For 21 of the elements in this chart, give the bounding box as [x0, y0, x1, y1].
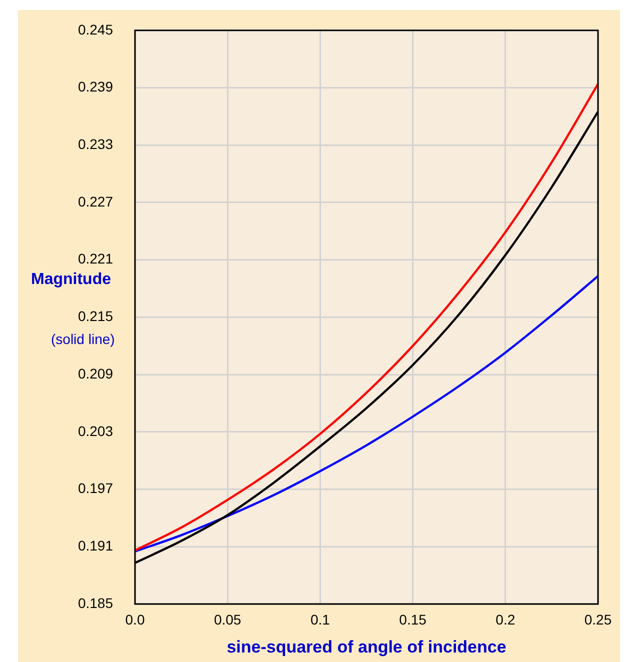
y-tick-label: 0.203 — [78, 422, 114, 439]
y-tick-label: 0.227 — [78, 193, 114, 210]
x-tick-label: 0.2 — [496, 611, 516, 628]
y-tick-label: 0.209 — [78, 365, 114, 382]
text: (solid line) — [51, 331, 115, 347]
y-tick-label: 0.245 — [78, 21, 114, 38]
y-tick-label: 0.233 — [78, 136, 114, 152]
x-tick-label: 0.0 — [125, 611, 145, 628]
y-tick-label: 0.215 — [78, 308, 114, 324]
y-tick-label: 0.239 — [78, 78, 114, 95]
line-series — [135, 274, 598, 553]
y-tick-label: 0.185 — [78, 594, 114, 611]
x-tick-label: 0.15 — [399, 611, 427, 628]
y-tick-label: 0.197 — [78, 480, 114, 496]
x-tick-label: 0.05 — [214, 611, 242, 628]
x-tick-label: 0.25 — [584, 611, 612, 628]
y-tick-label: 0.191 — [78, 538, 114, 554]
y-tick-label: 0.221 — [78, 250, 114, 267]
x-tick-label: 0.1 — [310, 611, 330, 628]
x-axis-title: sine-squared of angle of incidence — [226, 637, 506, 656]
y-axis-title: Magnitude — [31, 271, 111, 289]
